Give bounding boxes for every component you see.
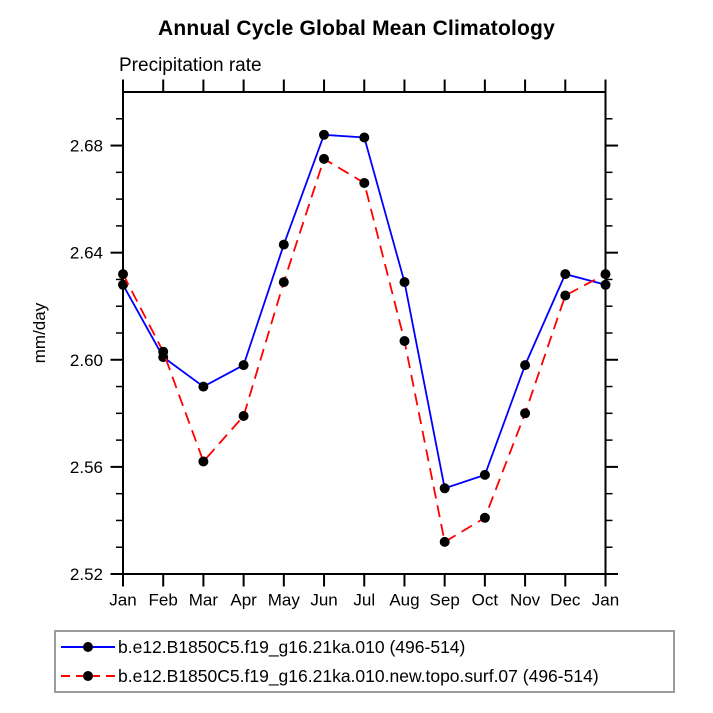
x-tick-label: Jun [310,591,337,610]
series-line-1 [122,157,606,544]
data-point-marker [319,153,329,164]
x-tick-label: Jan [109,591,136,610]
data-point-marker [359,132,370,143]
x-axis: Jan Feb Mar Apr May Jun Jul Aug Sep Oct Nov Dec Jan [109,79,619,610]
data-point-marker [359,178,370,188]
x-tick-label: Dec [550,591,581,610]
y-tick-label: 2.56 [70,458,103,477]
data-point-marker [118,279,128,290]
y-tick-label: 2.52 [70,565,103,584]
x-tick-label: May [268,591,301,610]
data-point-marker [600,269,611,280]
data-point-marker [198,456,209,467]
data-point-marker [158,346,169,357]
data-point-marker [319,129,329,140]
data-point-marker [439,483,450,494]
data-point-marker [439,536,450,547]
y-tick-label: 2.68 [70,137,103,156]
data-point-marker [479,469,490,480]
data-point-marker [118,269,128,280]
data-point-marker [560,269,571,280]
legend-item-series-0: b.e12.B1850C5.f19_g16.21ka.010 (496-514) [56,633,673,662]
chart-title: Annual Cycle Global Mean Climatology [158,17,555,40]
y-axis-label: mm/day [30,302,49,363]
data-point-marker [520,360,531,371]
x-tick-label: Aug [389,591,419,610]
data-point-marker [238,411,249,421]
x-tick-label: Feb [149,591,178,610]
plot-border [122,91,607,575]
data-point-marker [479,512,490,523]
data-point-marker [600,279,611,290]
x-tick-label: Mar [189,591,219,610]
series-markers-1 [118,153,611,547]
x-tick-label: Jul [353,591,375,610]
data-point-marker [560,290,571,301]
data-point-marker [399,336,410,346]
data-point-marker [198,381,209,392]
data-point-marker [278,239,289,250]
legend-marker-dot-icon [83,642,93,652]
legend-line-swatch-solid [61,642,115,652]
x-tick-label: Nov [510,591,541,610]
data-point-marker [520,408,531,419]
x-tick-label: Sep [430,591,460,610]
data-point-marker [399,277,410,288]
legend-line-swatch-dashed [61,671,115,681]
data-point-marker [238,360,249,371]
legend-item-series-1: b.e12.B1850C5.f19_g16.21ka.010.new.topo.… [56,662,673,691]
legend-marker-dot-icon [83,671,93,681]
series-markers-0 [118,129,611,494]
y-axis: 2.52 2.56 2.60 2.64 2.68 [70,118,618,584]
x-tick-label: Apr [230,591,257,610]
data-point-marker [278,277,289,288]
x-tick-label: Oct [472,591,499,610]
y-tick-label: 2.64 [70,244,103,263]
x-tick-label: Jan [592,591,619,610]
legend-box: b.e12.B1850C5.f19_g16.21ka.010 (496-514)… [54,630,675,693]
chart-subtitle: Precipitation rate [119,55,262,76]
legend-label-series-0: b.e12.B1850C5.f19_g16.21ka.010 (496-514) [118,636,466,657]
legend-label-series-1: b.e12.B1850C5.f19_g16.21ka.010.new.topo.… [118,665,599,686]
y-tick-label: 2.60 [70,351,103,370]
